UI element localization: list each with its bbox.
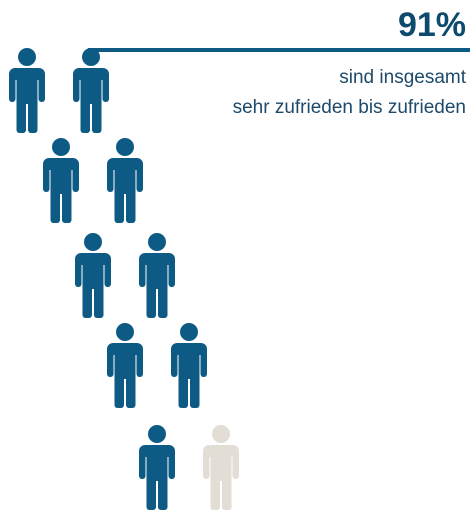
person-icon [139,425,175,510]
person-icon [171,323,207,408]
person-icon [107,323,143,408]
head [116,138,134,156]
arm [136,347,143,377]
leg [222,475,232,510]
leg [28,98,38,133]
person-icon [107,138,143,223]
arm [75,257,82,287]
value-label: 91% [398,6,466,44]
arm [43,162,50,192]
arm [139,257,146,287]
arm [73,72,80,102]
head [52,138,70,156]
arm [232,449,239,479]
arm [102,72,109,102]
arm [107,162,114,192]
head [18,48,36,66]
leg [190,373,200,408]
arm [171,347,178,377]
torso [16,72,38,104]
leg [114,373,124,408]
arm [136,162,143,192]
person-icon [203,425,239,510]
torso [146,257,168,289]
leg [82,283,92,318]
arm [104,257,111,287]
head [82,48,100,66]
arm [139,449,146,479]
torso [80,72,102,104]
leg [80,98,90,133]
leg [16,98,26,133]
head [84,233,102,251]
arm [168,257,175,287]
arm [38,72,45,102]
leg [146,283,156,318]
torso [178,347,200,379]
leg [158,475,168,510]
leg [92,98,102,133]
arm [72,162,79,192]
annotation: sind insgesamt [339,67,466,88]
torso [114,162,136,194]
leg [158,283,168,318]
torso [50,162,72,194]
arm [203,449,210,479]
torso [146,449,168,481]
person-icon [73,48,109,133]
leg [210,475,220,510]
head [148,233,166,251]
head [180,323,198,341]
leg [126,373,136,408]
annotation: sehr zufrieden bis zufrieden [233,97,466,118]
head [212,425,230,443]
person-icon [9,48,45,133]
leg [146,475,156,510]
arm [9,72,16,102]
person-icon [75,233,111,318]
torso [82,257,104,289]
leg [114,188,124,223]
head [148,425,166,443]
leg [50,188,60,223]
head [116,323,134,341]
leg [178,373,188,408]
torso [210,449,232,481]
arm [168,449,175,479]
leg [62,188,72,223]
person-icon [139,233,175,318]
torso [114,347,136,379]
person-icon [43,138,79,223]
arm [107,347,114,377]
leg [126,188,136,223]
leg [94,283,104,318]
arm [200,347,207,377]
